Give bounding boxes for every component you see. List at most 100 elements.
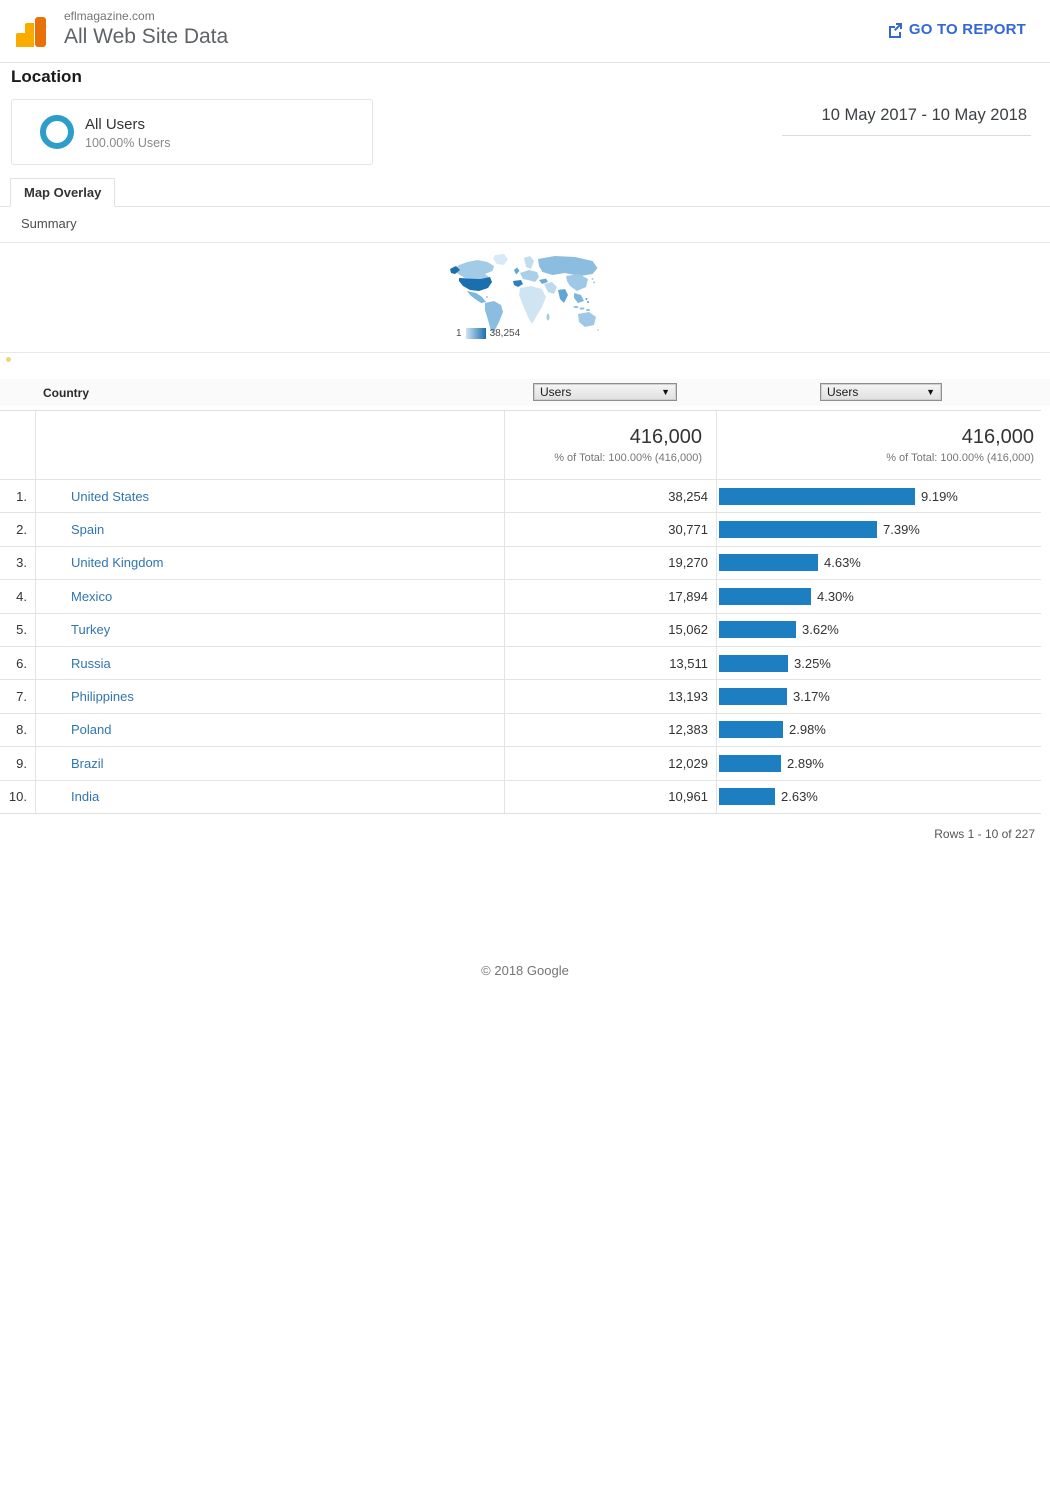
users-value: 12,383 bbox=[505, 713, 717, 747]
table-row: 8. Poland 12,383 2.98% bbox=[0, 712, 1041, 747]
view-title: All Web Site Data bbox=[64, 25, 229, 48]
google-analytics-logo-icon bbox=[16, 17, 46, 47]
table-row: 4. Mexico 17,894 4.30% bbox=[0, 579, 1041, 613]
users-percent-bar bbox=[719, 521, 877, 539]
summary-label: Summary bbox=[21, 216, 77, 231]
row-rank: 10. bbox=[0, 780, 36, 813]
country-link[interactable]: United Kingdom bbox=[71, 555, 164, 571]
date-range: 10 May 2017 - 10 May 2018 bbox=[781, 104, 1031, 136]
users-percent-label: 3.25% bbox=[794, 655, 831, 671]
map-legend-max: 38,254 bbox=[489, 328, 521, 339]
country-link[interactable]: Mexico bbox=[71, 588, 113, 604]
users-value: 19,270 bbox=[505, 546, 717, 580]
row-rank: 6. bbox=[0, 646, 36, 680]
users-value: 12,029 bbox=[505, 747, 717, 780]
world-map-image bbox=[450, 254, 599, 332]
marker-dot bbox=[6, 357, 11, 362]
map-legend-gradient bbox=[465, 328, 486, 339]
users-metric-select-secondary-value: Users bbox=[827, 385, 859, 399]
users-value: 15,062 bbox=[505, 613, 717, 646]
country-link[interactable]: United States bbox=[71, 488, 150, 504]
users-percent-label: 3.62% bbox=[802, 622, 839, 638]
country-link[interactable]: Spain bbox=[71, 522, 105, 538]
users-percent-label: 9.19% bbox=[921, 488, 958, 504]
countries-table: 416,000 % of Total: 100.00% (416,000) 41… bbox=[0, 410, 1041, 814]
users-value: 17,894 bbox=[505, 580, 717, 613]
row-rank: 3. bbox=[0, 546, 36, 580]
users-percent-label: 7.39% bbox=[883, 522, 920, 538]
users-percent-bar bbox=[719, 554, 818, 572]
segment-donut-icon bbox=[40, 115, 74, 149]
country-link[interactable]: Philippines bbox=[71, 689, 134, 705]
users-percent-bar bbox=[719, 487, 915, 505]
users-metric-select-secondary[interactable]: Users ▼ bbox=[820, 383, 942, 401]
total-users-pct-col: 416,000 bbox=[961, 426, 1034, 448]
table-row: 10. India 10,961 2.63% bbox=[0, 779, 1041, 813]
users-metric-select-primary[interactable]: Users ▼ bbox=[533, 383, 677, 401]
external-link-icon bbox=[888, 23, 902, 38]
row-rank: 4. bbox=[0, 580, 36, 613]
row-rank: 7. bbox=[0, 680, 36, 713]
row-rank: 2. bbox=[0, 513, 36, 546]
table-row: 7. Philippines 13,193 3.17% bbox=[0, 679, 1041, 713]
map-legend: 1 38,254 bbox=[456, 328, 520, 339]
chevron-down-icon: ▼ bbox=[661, 387, 670, 397]
users-percent-bar bbox=[719, 721, 783, 739]
users-percent-bar bbox=[719, 621, 796, 639]
users-value: 38,254 bbox=[505, 480, 717, 513]
app-header: eflmagazine.com All Web Site Data GO TO … bbox=[0, 0, 1050, 63]
table-row: 5. Turkey 15,062 3.62% bbox=[0, 612, 1041, 646]
row-rank: 5. bbox=[0, 613, 36, 646]
table-row: 6. Russia 13,511 3.25% bbox=[0, 645, 1041, 680]
users-metric-select-primary-value: Users bbox=[540, 385, 572, 399]
country-link[interactable]: Brazil bbox=[71, 755, 104, 771]
table-body: 1. United States 38,254 9.19% 2. Spain 3… bbox=[0, 479, 1041, 813]
country-column-header: Country bbox=[43, 386, 89, 400]
users-value: 30,771 bbox=[505, 513, 717, 546]
table-row: 3. United Kingdom 19,270 4.63% bbox=[0, 545, 1041, 580]
row-rank: 9. bbox=[0, 747, 36, 780]
totals-row: 416,000 % of Total: 100.00% (416,000) 41… bbox=[0, 411, 1041, 479]
tab-map-overlay[interactable]: Map Overlay bbox=[10, 178, 116, 207]
divider bbox=[0, 242, 1050, 243]
segment-name: All Users bbox=[85, 116, 146, 133]
copyright: © 2018 Google bbox=[481, 963, 569, 978]
world-map-overlay: 1 38,254 bbox=[450, 251, 600, 343]
users-value: 13,193 bbox=[505, 680, 717, 713]
users-value: 13,511 bbox=[505, 646, 717, 680]
segment-card[interactable]: All Users 100.00% Users bbox=[11, 99, 373, 165]
table-row: 2. Spain 30,771 7.39% bbox=[0, 512, 1041, 546]
tab-bar: Map Overlay bbox=[0, 178, 1050, 207]
country-link[interactable]: Turkey bbox=[71, 622, 111, 638]
country-link[interactable]: India bbox=[71, 789, 100, 805]
table-header: Country Users ▼ Users ▼ bbox=[0, 379, 1050, 406]
total-users-note: % of Total: 100.00% (416,000) bbox=[554, 452, 702, 464]
segment-detail: 100.00% Users bbox=[85, 136, 171, 150]
country-link[interactable]: Russia bbox=[71, 655, 111, 671]
users-percent-label: 2.98% bbox=[789, 722, 826, 738]
table-row: 1. United States 38,254 9.19% bbox=[0, 479, 1041, 513]
users-percent-bar bbox=[719, 754, 781, 772]
row-rank: 1. bbox=[0, 480, 36, 513]
row-rank: 8. bbox=[0, 713, 36, 747]
country-link[interactable]: Poland bbox=[71, 722, 112, 738]
users-percent-bar bbox=[719, 654, 788, 672]
users-percent-label: 2.89% bbox=[787, 755, 824, 771]
users-value: 10,961 bbox=[505, 780, 717, 813]
users-percent-bar bbox=[719, 587, 811, 605]
pagination-status: Rows 1 - 10 of 227 bbox=[934, 827, 1035, 841]
users-percent-bar bbox=[719, 788, 775, 806]
page-title: Location bbox=[11, 67, 82, 86]
go-to-report-label: GO TO REPORT bbox=[908, 21, 1026, 38]
divider bbox=[0, 352, 1050, 353]
users-percent-bar bbox=[719, 688, 787, 706]
chevron-down-icon: ▼ bbox=[926, 387, 935, 397]
total-users-pct-note: % of Total: 100.00% (416,000) bbox=[886, 452, 1034, 464]
users-percent-label: 3.17% bbox=[793, 689, 830, 705]
go-to-report-link[interactable]: GO TO REPORT bbox=[887, 21, 1026, 38]
users-percent-label: 4.63% bbox=[824, 555, 861, 571]
map-legend-min: 1 bbox=[456, 328, 462, 339]
table-row: 9. Brazil 12,029 2.89% bbox=[0, 746, 1041, 780]
site-hostname: eflmagazine.com bbox=[64, 9, 155, 23]
map-section: 1 38,254 bbox=[0, 251, 1050, 345]
